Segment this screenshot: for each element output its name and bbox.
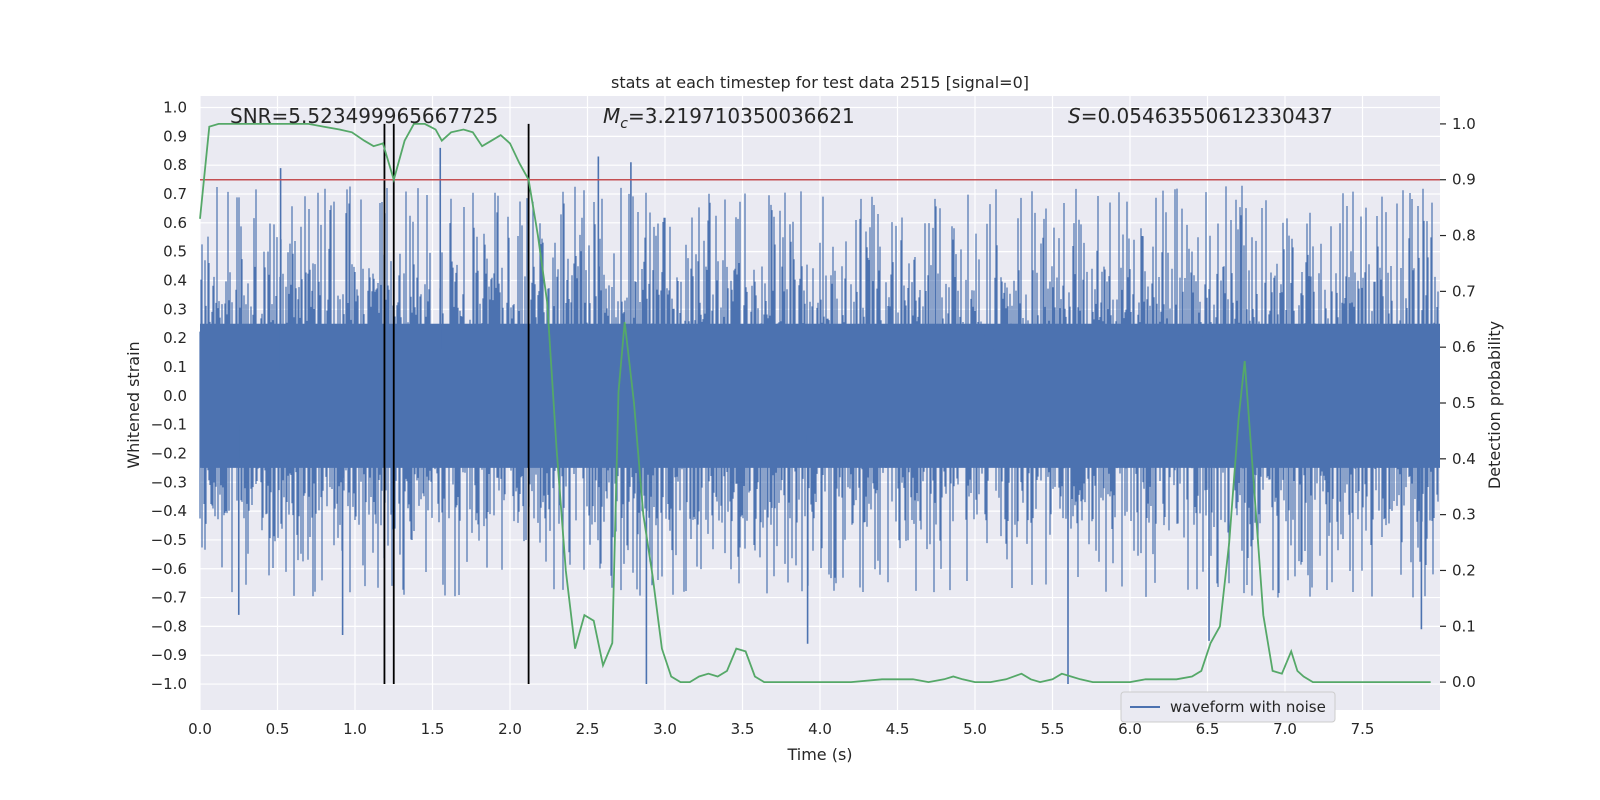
y-tick-label: 0.7 — [163, 185, 187, 203]
y-tick-label: 0.9 — [163, 127, 187, 145]
y2-axis-label: Detection probability — [1485, 321, 1504, 489]
x-axis: 0.0 0.5 1.0 1.5 2.0 2.5 3.0 3.5 4.0 4.5 5.0 5.5 6.0 6… — [188, 720, 1374, 738]
y2-tick-label: 1.0 — [1452, 115, 1476, 133]
y-tick-label: 0.5 — [163, 243, 187, 261]
y2-tick-label: 0.4 — [1452, 450, 1476, 468]
y-tick-label: 0.0 — [163, 387, 187, 405]
probability-series — [199, 123, 1431, 684]
y2-tick-label: 0.1 — [1452, 617, 1476, 635]
chirp-mass-symbol: M — [603, 104, 620, 128]
x-tick-label: 1.0 — [343, 720, 367, 738]
y-tick-label: 0.4 — [163, 271, 187, 289]
x-tick-label: 7.5 — [1351, 720, 1375, 738]
y-tick-label: 0.1 — [163, 358, 187, 376]
y2-tick-label: 0.2 — [1452, 561, 1476, 579]
left-axis: 1.0 0.9 0.8 0.7 0.6 0.5 0.4 0.3 0.2 0.1 0.0 −0.1 −0.… — [151, 99, 187, 694]
y2-tick-label: 0.8 — [1452, 227, 1476, 245]
chirp-mass-value: =3.219710350036621 — [628, 104, 855, 128]
y-tick-label: 0.6 — [163, 214, 187, 232]
x-tick-label: 0.0 — [188, 720, 212, 738]
s-value: =0.05463550612330437 — [1081, 104, 1333, 128]
x-tick-label: 4.5 — [886, 720, 910, 738]
y-tick-label: −0.6 — [151, 560, 187, 578]
x-tick-label: 6.0 — [1118, 720, 1142, 738]
y2-tick-label: 0.7 — [1452, 282, 1476, 300]
y-tick-label: 0.3 — [163, 300, 187, 318]
x-tick-label: 4.0 — [808, 720, 832, 738]
x-tick-label: 5.0 — [963, 720, 987, 738]
y-tick-label: −0.4 — [151, 502, 187, 520]
snr-annotation: SNR=5.523499965667725 — [230, 104, 498, 128]
x-tick-label: 6.5 — [1196, 720, 1220, 738]
y2-tick-label: 0.5 — [1452, 394, 1476, 412]
y-tick-label: −1.0 — [151, 675, 187, 693]
y-tick-label: −0.2 — [151, 444, 187, 462]
x-tick-label: 1.5 — [421, 720, 445, 738]
y2-tick-label: 0.9 — [1452, 171, 1476, 189]
legend: waveform with noise — [1120, 691, 1336, 723]
x-tick-label: 0.5 — [266, 720, 290, 738]
y-tick-label: 0.8 — [163, 156, 187, 174]
x-tick-label: 3.5 — [731, 720, 755, 738]
legend-box — [1120, 691, 1336, 723]
x-tick-label: 5.5 — [1041, 720, 1065, 738]
legend-label: waveform with noise — [1170, 698, 1326, 716]
y-tick-label: −0.5 — [151, 531, 187, 549]
s-symbol: S — [1068, 104, 1081, 128]
x-tick-label: 2.5 — [576, 720, 600, 738]
y-tick-label: −0.8 — [151, 617, 187, 635]
y-tick-label: −0.9 — [151, 646, 187, 664]
x-tick-label: 3.0 — [653, 720, 677, 738]
right-axis: 1.0 0.9 0.8 0.7 0.6 0.5 0.4 0.3 0.2 0.1 0.0 — [1440, 115, 1476, 691]
chirp-mass-annotation: Mc=3.219710350036621 — [603, 104, 855, 132]
x-axis-label: Time (s) — [786, 745, 852, 764]
x-tick-label: 7.0 — [1273, 720, 1297, 738]
y-tick-label: −0.7 — [151, 589, 187, 607]
chirp-mass-subscript: c — [620, 116, 628, 132]
y2-tick-label: 0.0 — [1452, 673, 1476, 691]
s-annotation: S=0.05463550612330437 — [1068, 104, 1333, 128]
y-tick-label: −0.3 — [151, 473, 187, 491]
y-tick-label: 0.2 — [163, 329, 187, 347]
y-tick-label: 1.0 — [163, 99, 187, 117]
y2-tick-label: 0.6 — [1452, 338, 1476, 356]
waveform-series — [199, 147, 1440, 685]
probability-line — [199, 123, 1431, 684]
x-tick-label: 2.0 — [498, 720, 522, 738]
y-axis-label: Whitened strain — [124, 341, 143, 468]
vertical-markers — [383, 123, 530, 685]
y2-tick-label: 0.3 — [1452, 506, 1476, 524]
waveform-trace — [199, 185, 1440, 598]
y-tick-label: −0.1 — [151, 416, 187, 434]
chart-title: stats at each timestep for test data 251… — [611, 73, 1029, 92]
